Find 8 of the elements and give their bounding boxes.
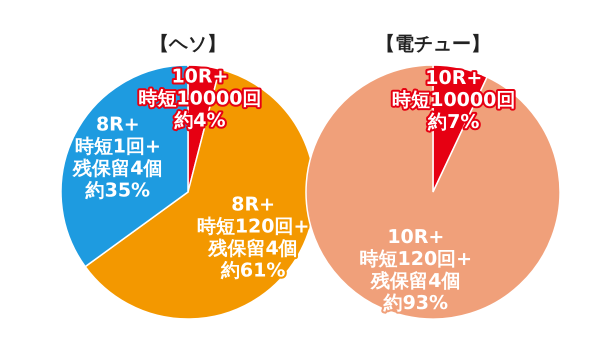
chart-title: 【ヘソ】 bbox=[150, 33, 226, 55]
chart-title: 【電チュー】 bbox=[376, 33, 490, 55]
data-label: 約61% bbox=[220, 259, 286, 282]
slice-label: 10R+ 時短120回+ 残保留4個 bbox=[360, 226, 472, 292]
data-label: 約35% bbox=[84, 179, 150, 202]
slice-label: 8R+ 時短120回+ 残保留4個 bbox=[196, 193, 310, 260]
data-label: 約93% bbox=[382, 292, 448, 314]
slice-label: 8R+ 時短1回+ 残保留4個 bbox=[72, 113, 162, 180]
